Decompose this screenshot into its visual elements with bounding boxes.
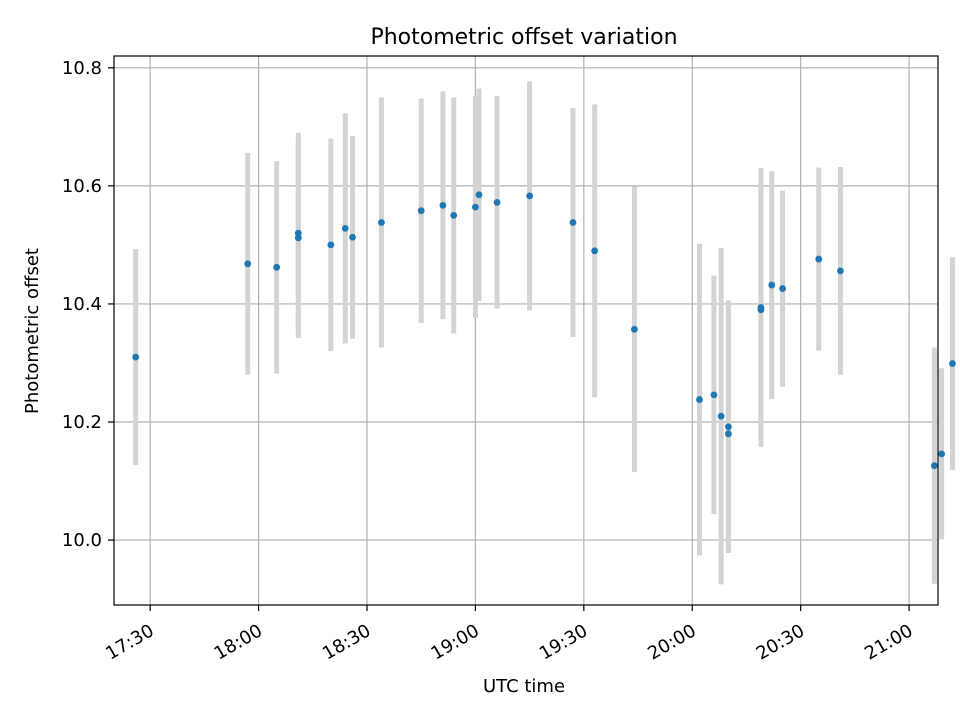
y-tick-label: 10.4 (62, 294, 102, 315)
data-point (779, 285, 786, 292)
data-point (757, 306, 765, 314)
y-axis-label: Photometric offset (22, 248, 43, 414)
data-point (472, 203, 479, 211)
y-axis-ticks: 10.0 10.2 10.4 10.6 10.8 (62, 58, 114, 551)
x-tick-label: 18:30 (319, 620, 374, 664)
data-point (526, 192, 534, 200)
data-point (930, 462, 938, 470)
data-point (591, 247, 599, 255)
data-point (837, 267, 844, 275)
data-point (938, 450, 946, 458)
data-point (493, 199, 501, 206)
data-point (696, 396, 703, 403)
data-points (132, 191, 956, 470)
y-tick-label: 10.2 (62, 412, 102, 433)
x-tick-label: 21:00 (861, 620, 916, 664)
plot-frame (113, 55, 939, 606)
x-axis-label: UTC time (483, 676, 565, 697)
data-point (815, 255, 823, 263)
data-point (631, 325, 638, 333)
x-tick-label: 19:30 (536, 620, 591, 664)
y-tick-label: 10.8 (62, 58, 102, 79)
x-tick-label: 19:00 (427, 620, 482, 664)
data-point (417, 207, 425, 215)
data-point (569, 219, 577, 226)
data-point (294, 234, 302, 242)
data-point (132, 353, 140, 361)
x-tick-label: 20:00 (644, 620, 699, 664)
data-point (450, 211, 458, 219)
x-tick-label: 18:00 (211, 620, 266, 664)
data-point (244, 260, 252, 268)
data-point (273, 263, 281, 271)
y-tick-label: 10.6 (62, 176, 102, 197)
data-point (949, 360, 956, 367)
x-tick-label: 17:30 (102, 620, 157, 664)
data-point (475, 191, 483, 199)
data-point (378, 219, 385, 226)
data-point (710, 391, 718, 399)
data-point (724, 430, 732, 438)
data-point (294, 229, 302, 237)
data-point (724, 423, 732, 431)
y-tick-label: 10.0 (62, 530, 102, 551)
x-tick-label: 20:30 (753, 620, 808, 664)
data-point (327, 241, 335, 249)
data-point (349, 233, 356, 241)
data-point (439, 201, 447, 209)
chart-title: Photometric offset variation (370, 25, 677, 50)
data-point (768, 281, 776, 289)
data-point (341, 224, 349, 232)
data-point (717, 412, 725, 420)
x-axis-ticks: 17:30 18:00 18:30 19:00 19:30 20:00 20:30 21:00 (102, 605, 917, 664)
grid (114, 56, 938, 605)
